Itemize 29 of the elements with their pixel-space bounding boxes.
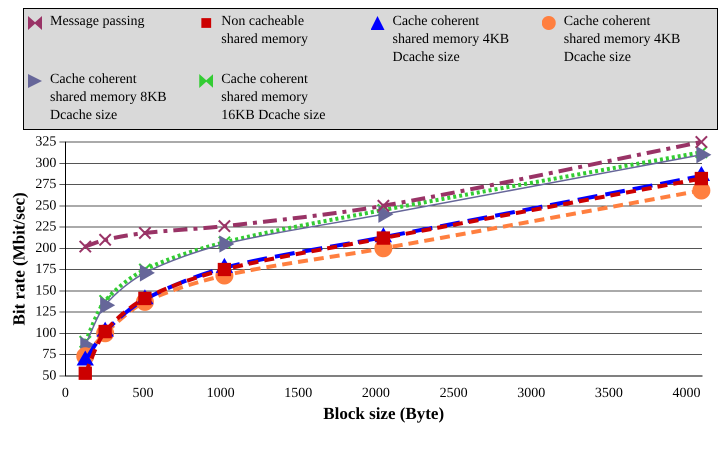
x-tick-label: 2000 [362,386,390,401]
y-tick-label: 325 [35,134,56,150]
x-tick-label: 3500 [594,386,623,401]
legend-label: Non cacheable shared memory [221,13,309,49]
x-tick-label: 1500 [284,386,312,401]
x-tick-label: 3000 [517,386,546,401]
y-tick-label: 250 [35,198,56,214]
y-tick-label: 125 [35,304,56,320]
legend-label: Cache coherent shared memory 8KB Dcache size [50,71,168,125]
x-tick-label: 2500 [440,386,468,401]
y-axis-title: Bit rate (Mbit/sec) [10,192,29,326]
x-axis-title: Block size (Byte) [323,404,444,424]
legend-label: Cache coherent shared memory 4KB Dcache size [564,13,682,67]
y-tick-label: 275 [35,177,56,192]
x-tick-label: 4000 [672,386,700,401]
legend-label: Cache coherent shared memory 4KB Dcache size [392,13,510,67]
y-tick-label: 300 [35,156,56,171]
y-tick-label: 75 [42,347,56,362]
y-tick-label: 100 [35,326,56,341]
x-tick-label: 500 [132,386,154,401]
y-tick-label: 175 [35,262,56,278]
y-tick-label: 150 [35,283,56,298]
legend-label: Cache coherent shared memory 16KB Dcache size [221,71,326,125]
x-tick-label: 0 [62,386,69,401]
y-tick-label: 50 [42,368,56,384]
x-tick-label: 1000 [206,386,235,401]
legend-label: Message passing [50,13,146,31]
y-tick-label: 225 [35,220,56,235]
y-tick-label: 200 [35,240,56,256]
